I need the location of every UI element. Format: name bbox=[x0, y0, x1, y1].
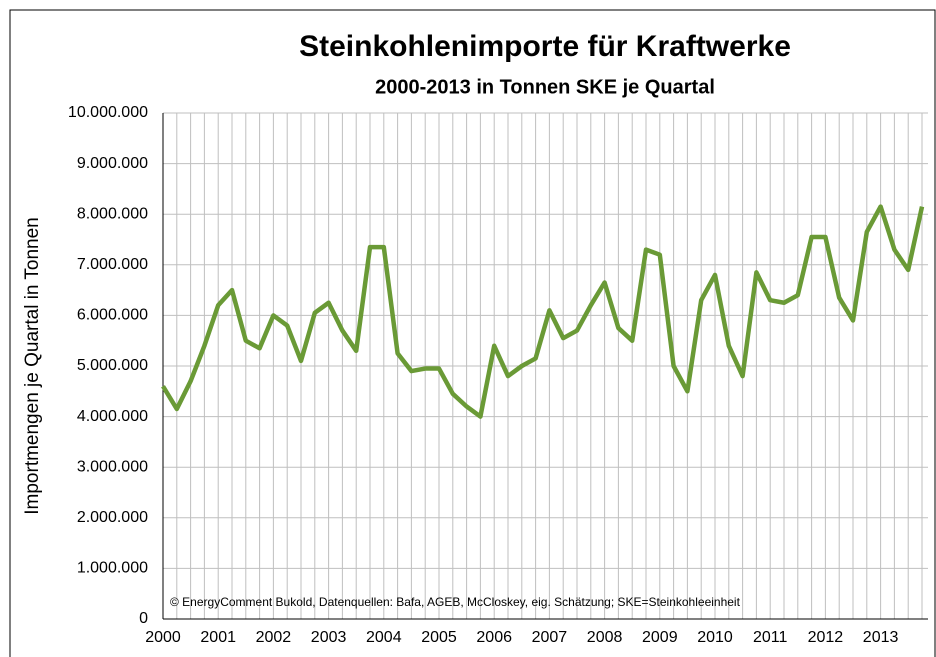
y-tick-label: 8.000.000 bbox=[77, 205, 148, 222]
data-line bbox=[161, 204, 925, 419]
y-axis-label: Importmengen je Quartal in Tonnen bbox=[22, 217, 43, 515]
x-tick-label: 2002 bbox=[256, 629, 292, 646]
x-tick-label: 2011 bbox=[753, 629, 788, 646]
y-tick-label: 5.000.000 bbox=[77, 357, 148, 374]
y-tick-label: 9.000.000 bbox=[77, 155, 148, 172]
x-tick-label: 2009 bbox=[642, 629, 678, 646]
frame bbox=[9, 9, 936, 657]
y-tick-label: 7.000.000 bbox=[77, 256, 148, 273]
x-tick-label: 2005 bbox=[421, 629, 457, 646]
x-tick-label: 2010 bbox=[697, 629, 733, 646]
x-tick-label: 2003 bbox=[311, 629, 347, 646]
y-tick-label: 6.000.000 bbox=[77, 307, 148, 324]
annotation: © EnergyComment Bukold, Datenquellen: Ba… bbox=[170, 595, 741, 609]
x-tick-label: 2007 bbox=[532, 629, 568, 646]
x-tick-label: 2006 bbox=[476, 629, 512, 646]
y-tick-label: 10.000.000 bbox=[68, 104, 148, 121]
y-tick-label: 1.000.000 bbox=[77, 560, 148, 577]
x-tick-label: 2012 bbox=[808, 629, 844, 646]
x-tick-label: 2013 bbox=[863, 629, 899, 646]
chart-title: Steinkohlenimporte für Kraftwerke bbox=[299, 30, 791, 63]
x-tick-label: 2001 bbox=[200, 629, 236, 646]
x-tick-label: 2000 bbox=[145, 629, 181, 646]
y-tick-label: 4.000.000 bbox=[77, 408, 148, 425]
y-tick-label: 0 bbox=[139, 610, 148, 627]
y-tick-label: 3.000.000 bbox=[77, 458, 148, 475]
x-tick-label: 2004 bbox=[366, 629, 402, 646]
y-tick-label: 2.000.000 bbox=[77, 509, 148, 526]
x-tick-label: 2008 bbox=[587, 629, 623, 646]
chart-subtitle: 2000-2013 in Tonnen SKE je Quartal bbox=[375, 76, 715, 98]
